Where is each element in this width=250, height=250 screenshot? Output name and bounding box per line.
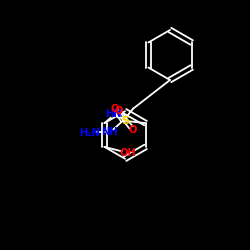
Text: NH: NH [101, 127, 118, 137]
Text: O: O [115, 106, 123, 116]
Text: S: S [122, 116, 130, 126]
Text: OH: OH [119, 148, 136, 158]
Text: O: O [128, 124, 137, 134]
Text: HN: HN [106, 109, 122, 119]
Text: H₂N: H₂N [79, 128, 100, 138]
Text: O: O [110, 104, 119, 114]
